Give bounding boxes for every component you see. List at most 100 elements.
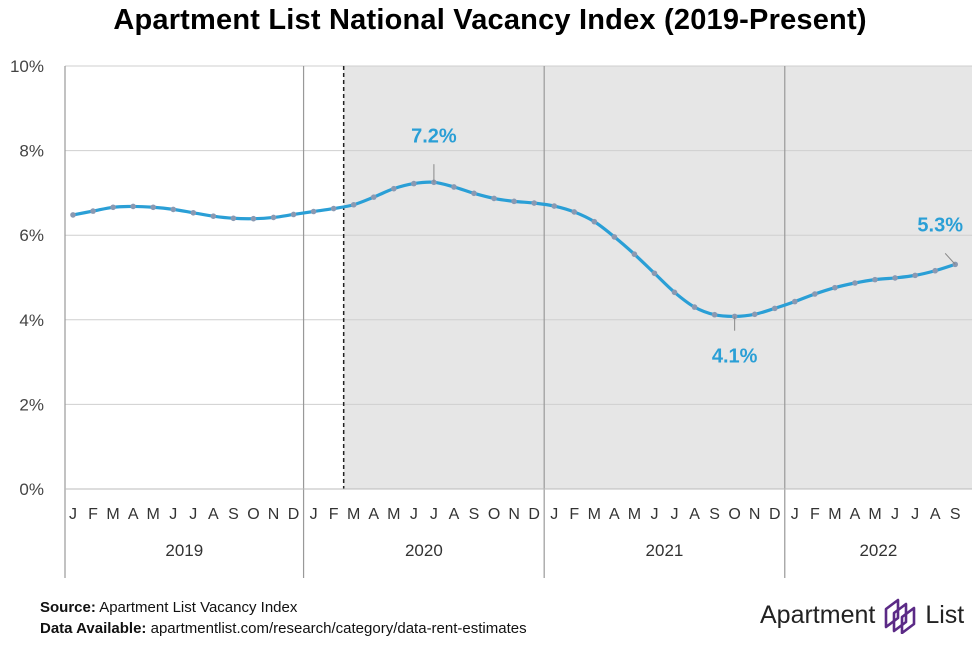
data-point — [751, 311, 758, 318]
x-tick-label: N — [508, 506, 520, 523]
vacancy-chart: 0%2%4%6%8%10%J F M A M J J A S O N D J F M A M J J A S O N D J F M… — [10, 57, 972, 578]
x-tick-label: A — [449, 506, 460, 523]
y-tick-label: 8% — [19, 142, 44, 161]
year-label: 2022 — [859, 541, 897, 560]
x-tick-label: J — [430, 506, 438, 523]
data-point — [872, 276, 878, 283]
data-point — [70, 212, 76, 218]
data-point — [250, 215, 257, 222]
data-point — [411, 180, 417, 187]
x-tick-label: M — [147, 506, 160, 523]
data-point — [832, 284, 838, 291]
data-point — [491, 195, 497, 202]
x-tick-label: J — [791, 506, 799, 523]
data-point — [451, 184, 457, 190]
x-tick-label: M — [106, 506, 119, 523]
data-point — [651, 270, 658, 277]
apartment-list-logo: Apartment List — [760, 596, 964, 634]
data-point — [892, 275, 898, 281]
x-tick-label: N — [749, 506, 761, 523]
x-tick-label: J — [891, 506, 899, 523]
x-tick-label: J — [550, 506, 558, 523]
x-tick-label: F — [88, 506, 98, 523]
data-point — [852, 280, 858, 286]
data-point — [230, 215, 237, 222]
data-point — [912, 272, 918, 279]
x-tick-label: A — [850, 506, 861, 523]
data-point — [471, 190, 477, 197]
x-tick-label: M — [628, 506, 641, 523]
logo-word-list: List — [925, 600, 965, 629]
x-tick-label: J — [671, 506, 679, 523]
data-point — [210, 213, 217, 219]
year-label: 2019 — [165, 541, 203, 560]
data-point — [511, 198, 517, 205]
x-tick-label: J — [69, 506, 77, 523]
x-tick-label: D — [528, 506, 540, 523]
apartment-list-logo-icon — [885, 598, 916, 634]
x-tick-label: O — [728, 506, 740, 523]
data-point — [932, 267, 938, 274]
data-point — [812, 291, 818, 297]
data-point — [631, 251, 638, 258]
x-tick-label: A — [930, 506, 941, 523]
chart-title: Apartment List National Vacancy Index (2… — [113, 4, 867, 36]
data-available-label: Data Available: — [40, 620, 147, 637]
x-tick-label: S — [469, 506, 480, 523]
data-point — [350, 201, 357, 208]
data-point — [270, 214, 277, 221]
data-point — [792, 298, 798, 305]
x-tick-label: A — [208, 506, 219, 523]
y-tick-label: 2% — [19, 395, 44, 414]
logo-word-apartment: Apartment — [760, 600, 876, 629]
data-point — [551, 203, 557, 209]
x-tick-label: J — [169, 506, 177, 523]
x-tick-label: A — [368, 506, 379, 523]
source-label: Source: — [40, 599, 96, 616]
data-point — [771, 305, 778, 312]
x-tick-label: S — [709, 506, 720, 523]
y-tick-label: 4% — [19, 311, 44, 330]
data-point — [170, 206, 177, 213]
x-tick-label: S — [950, 506, 961, 523]
annotation-leader-line — [944, 253, 956, 265]
source-line: Source: Apartment List Vacancy Index — [40, 597, 527, 618]
x-tick-label: M — [828, 506, 841, 523]
data-point — [671, 289, 678, 296]
x-tick-label: A — [128, 506, 139, 523]
x-tick-label: F — [569, 506, 579, 523]
x-tick-label: J — [410, 506, 418, 523]
annotation-label: 7.2% — [411, 125, 457, 147]
footer: Source: Apartment List Vacancy Index Dat… — [40, 597, 527, 639]
x-tick-label: M — [868, 506, 881, 523]
data-available-text: apartmentlist.com/research/category/data… — [146, 620, 527, 637]
data-point — [310, 208, 317, 215]
data-point — [110, 204, 116, 211]
data-point — [391, 185, 397, 192]
x-tick-label: O — [247, 506, 259, 523]
data-point — [330, 205, 337, 212]
x-tick-label: N — [268, 506, 280, 523]
data-point — [611, 234, 618, 240]
x-tick-label: J — [310, 506, 318, 523]
data-point — [150, 204, 156, 211]
x-tick-label: F — [810, 506, 820, 523]
data-point — [531, 200, 537, 206]
x-tick-label: M — [588, 506, 601, 523]
data-point — [130, 203, 136, 210]
data-point — [190, 209, 197, 216]
x-tick-label: S — [228, 506, 239, 523]
data-point — [370, 194, 377, 200]
data-point — [90, 208, 96, 214]
data-point — [571, 209, 578, 215]
y-tick-label: 0% — [19, 480, 44, 499]
x-tick-label: D — [769, 506, 781, 523]
x-tick-label: A — [689, 506, 700, 523]
x-tick-label: M — [387, 506, 400, 523]
year-label: 2020 — [405, 541, 443, 560]
data-point — [711, 311, 718, 318]
data-point — [591, 218, 598, 225]
data-point — [290, 211, 297, 218]
x-tick-label: A — [609, 506, 620, 523]
annotation-label: 5.3% — [917, 214, 963, 236]
